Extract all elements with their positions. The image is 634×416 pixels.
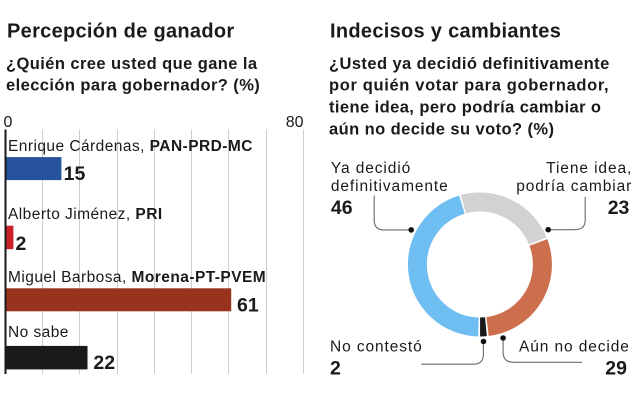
- svg-text:15: 15: [64, 163, 86, 185]
- svg-text:Indecisos y cambiantes: Indecisos y cambiantes: [330, 20, 561, 42]
- svg-text:Ya decidió: Ya decidió: [331, 160, 411, 177]
- svg-text:podría cambiar: podría cambiar: [516, 178, 632, 195]
- svg-text:aún no decide su voto? (%): aún no decide su voto? (%): [329, 120, 554, 138]
- svg-text:tiene idea, pero podría cambia: tiene idea, pero podría cambiar o: [329, 99, 601, 117]
- svg-text:29: 29: [605, 357, 627, 379]
- svg-text:2: 2: [330, 358, 341, 380]
- svg-text:Tiene idea,: Tiene idea,: [546, 160, 632, 177]
- svg-text:definitivamente: definitivamente: [331, 178, 449, 195]
- svg-text:¿Usted ya decidió definitivame: ¿Usted ya decidió definitivamente: [329, 55, 610, 73]
- svg-text:Percepción de ganador: Percepción de ganador: [7, 20, 234, 42]
- svg-text:0: 0: [4, 114, 13, 131]
- svg-text:46: 46: [331, 197, 353, 219]
- svg-text:Miguel Barbosa, Morena-PT-PVEM: Miguel Barbosa, Morena-PT-PVEM: [8, 269, 266, 286]
- svg-text:Aún no decide: Aún no decide: [519, 339, 630, 356]
- svg-text:80: 80: [286, 114, 304, 131]
- svg-text:No sabe: No sabe: [8, 324, 69, 341]
- svg-text:22: 22: [93, 352, 115, 374]
- svg-text:23: 23: [608, 197, 630, 219]
- svg-text:por quién votar para gobernado: por quién votar para gobernador,: [329, 77, 609, 95]
- svg-text:Enrique Cárdenas, PAN-PRD-MC: Enrique Cárdenas, PAN-PRD-MC: [8, 138, 253, 155]
- svg-text:¿Quién cree usted que gane la: ¿Quién cree usted que gane la: [6, 55, 258, 73]
- svg-text:No contestó: No contestó: [330, 339, 423, 356]
- svg-text:elección para gobernador? (%): elección para gobernador? (%): [6, 77, 260, 95]
- svg-text:Alberto Jiménez, PRI: Alberto Jiménez, PRI: [8, 206, 163, 223]
- svg-text:61: 61: [237, 294, 259, 316]
- svg-text:2: 2: [16, 233, 27, 255]
